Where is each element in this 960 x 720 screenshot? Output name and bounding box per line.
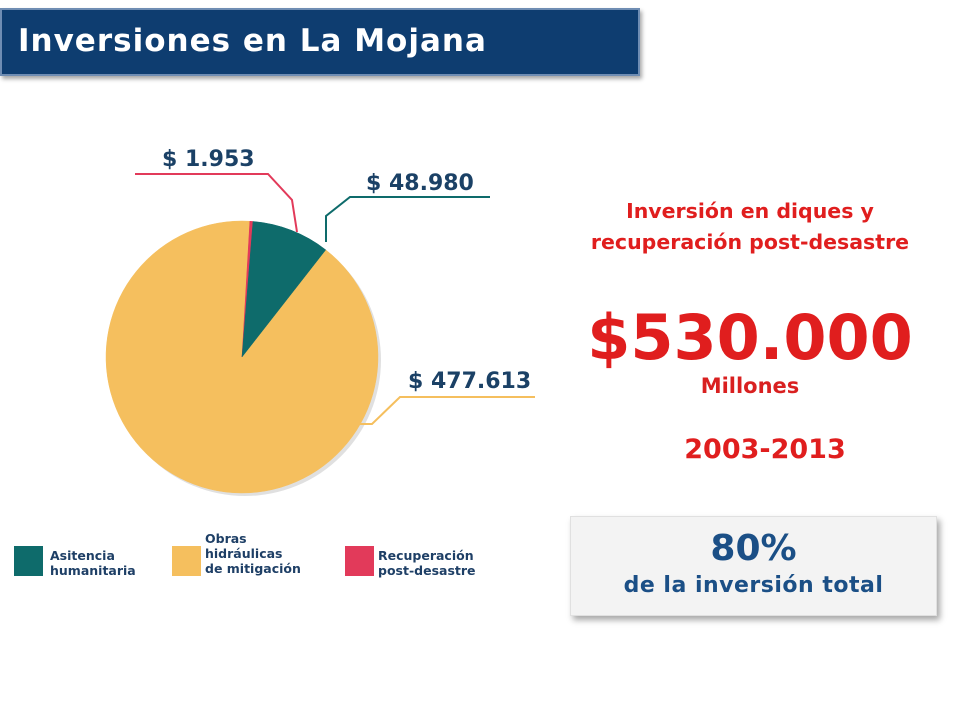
leader-line-1 <box>135 173 298 233</box>
legend-label-1-2: de mitigación <box>205 561 301 576</box>
slice-label-0: $ 477.613 <box>408 369 531 394</box>
summary-percent: 80% <box>710 528 797 569</box>
slice-label-1: $ 1.953 <box>162 147 255 172</box>
summary-text: de la inversión total <box>623 573 884 598</box>
legend-label-0-0: Asitencia <box>50 548 115 563</box>
legend-label-0-1: humanitaria <box>50 563 136 578</box>
legend-swatch-1 <box>172 546 201 576</box>
pie-slice-2 <box>241 221 327 358</box>
page-title: Inversiones en La Mojana <box>18 23 487 59</box>
legend-label-2-0: Recuperación <box>378 548 474 563</box>
investment-unit: Millones <box>700 374 800 398</box>
legend-label-2-1: post-desastre <box>378 563 476 578</box>
legend-label-1-0: Obras <box>205 531 247 546</box>
legend-swatch-0 <box>14 546 43 576</box>
pie-chart: $ 477.613 $ 1.953 $ 48.980 Asitenciahumani… <box>14 147 535 578</box>
legend-label-1-1: hidráulicas <box>205 546 282 561</box>
slice-label-2: $ 48.980 <box>366 171 474 196</box>
legend-swatch-2 <box>345 546 374 576</box>
investment-heading: Inversión en diques y recuperación post-… <box>590 199 910 254</box>
investment-years: 2003-2013 <box>684 434 846 465</box>
summary-box: 80% de la inversión total <box>570 516 937 616</box>
leader-line-2 <box>325 196 490 242</box>
investment-amount: $530.000 <box>587 301 913 374</box>
leader-line-0 <box>335 396 535 425</box>
title-bar: Inversiones en La Mojana <box>0 8 640 76</box>
